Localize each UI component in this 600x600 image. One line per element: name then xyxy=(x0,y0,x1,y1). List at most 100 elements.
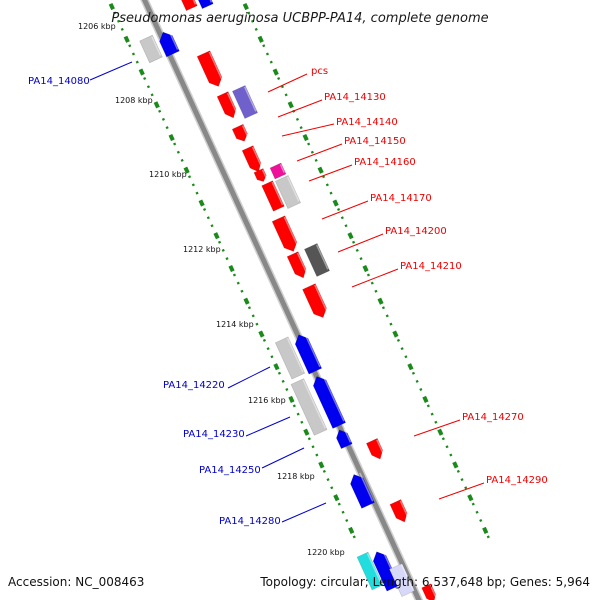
gene-shape xyxy=(274,175,302,209)
tick-mark-major xyxy=(228,264,235,273)
tick-mark-minor xyxy=(486,535,490,539)
gene-feature-reverse xyxy=(312,374,346,429)
tick-mark-minor xyxy=(240,289,244,293)
callout-line xyxy=(308,164,353,182)
gene-feature xyxy=(274,336,306,380)
gene-feature xyxy=(261,180,285,212)
tick-mark-minor xyxy=(326,478,330,482)
tick-mark-major xyxy=(303,428,310,436)
tick-mark-minor xyxy=(165,126,169,130)
tick-mark-major xyxy=(258,330,265,338)
gene-highlight xyxy=(400,564,414,590)
gene-feature-forward xyxy=(389,499,409,523)
tick-mark-major xyxy=(153,101,160,109)
gene-label-pa14-14280: PA14_14280 xyxy=(219,516,281,527)
tick-mark-minor xyxy=(247,11,251,15)
tick-mark-major xyxy=(332,199,339,207)
tick-mark-major xyxy=(168,133,175,142)
gene-highlight xyxy=(303,332,321,368)
gene-highlight xyxy=(321,374,345,422)
tick-mark-minor xyxy=(113,11,117,15)
tick-mark-minor xyxy=(210,224,214,228)
tick-mark-minor xyxy=(370,281,374,285)
tick-mark-major xyxy=(287,101,294,109)
tick-mark-minor xyxy=(330,486,334,490)
tick-label: 1216 kbp xyxy=(248,396,286,405)
gene-highlight xyxy=(251,146,263,169)
tick-mark-minor xyxy=(441,437,445,441)
gene-highlight xyxy=(261,169,267,179)
tick-mark-minor xyxy=(191,183,195,187)
tick-mark-minor xyxy=(355,248,359,252)
tick-mark-minor xyxy=(351,240,356,244)
gene-highlight xyxy=(283,216,299,248)
gene-label-pa14-14290: PA14_14290 xyxy=(486,475,548,486)
tick-mark-minor xyxy=(206,216,210,220)
tick-mark-minor xyxy=(295,117,299,121)
gene-highlight xyxy=(226,92,238,115)
gene-feature-forward xyxy=(271,215,299,252)
tick-mark-major xyxy=(213,232,220,240)
gene-highlight xyxy=(241,125,249,138)
tick-mark-major xyxy=(407,363,414,371)
gene-shape xyxy=(389,499,408,523)
gene-shape xyxy=(365,438,384,460)
callout-line xyxy=(277,99,323,118)
tick-mark-minor xyxy=(434,420,438,424)
tick-mark-major xyxy=(108,2,115,11)
tick-mark-minor xyxy=(449,453,453,457)
tick-mark-minor xyxy=(251,314,255,318)
tick-mark-minor xyxy=(426,404,430,408)
callout-line xyxy=(89,61,133,81)
tick-mark-minor xyxy=(262,44,266,48)
gene-shape xyxy=(336,429,353,450)
gene-highlight xyxy=(286,337,304,373)
tick-mark-major xyxy=(183,166,190,174)
tick-mark-major xyxy=(437,428,444,436)
gene-shape xyxy=(253,168,267,182)
topology-text: Topology: circular; Length: 6,537,648 bp… xyxy=(259,575,590,589)
gene-shape xyxy=(216,91,237,119)
tick-mark-minor xyxy=(352,535,356,539)
tick-label: 1210 kbp xyxy=(149,170,187,179)
tick-mark-minor xyxy=(120,27,124,31)
gene-feature-forward xyxy=(365,438,385,460)
gene-feature-forward xyxy=(286,251,308,279)
callout-line xyxy=(321,200,369,220)
tick-mark-minor xyxy=(430,412,434,416)
tick-mark-minor xyxy=(225,257,229,261)
gene-highlight xyxy=(296,252,308,275)
tick-mark-minor xyxy=(310,150,314,154)
tick-mark-minor xyxy=(296,412,300,416)
gene-feature-forward xyxy=(302,283,329,318)
gene-shape xyxy=(372,551,401,592)
gene-shape xyxy=(302,283,327,318)
gene-feature-reverse xyxy=(350,472,375,509)
tick-mark-minor xyxy=(460,478,464,482)
tick-mark-major xyxy=(333,494,340,502)
tick-mark-minor xyxy=(396,338,400,342)
tick-mark-minor xyxy=(456,469,460,473)
gene-label-pcs: pcs xyxy=(311,66,328,77)
gene-feature-forward xyxy=(231,123,249,142)
gene-label-pa14-14270: PA14_14270 xyxy=(462,412,524,423)
gene-label-pa14-14250: PA14_14250 xyxy=(199,465,261,476)
gene-label-pa14-14200: PA14_14200 xyxy=(385,226,447,237)
tick-mark-major xyxy=(243,297,250,305)
callout-line xyxy=(261,447,305,469)
tick-mark-minor xyxy=(232,273,236,277)
gene-shape xyxy=(271,215,298,252)
tick-mark-minor xyxy=(341,510,345,514)
tick-mark-minor xyxy=(217,240,222,244)
tick-mark-minor xyxy=(315,453,319,457)
tick-mark-minor xyxy=(128,44,132,48)
gene-shape xyxy=(197,0,214,10)
gene-shape xyxy=(261,180,285,212)
gene-feature-reverse xyxy=(159,30,180,58)
tick-mark-major xyxy=(273,363,280,371)
gene-highlight xyxy=(151,36,162,56)
tick-mark-minor xyxy=(314,158,318,162)
tick-mark-minor xyxy=(270,355,274,359)
tick-mark-minor xyxy=(266,347,270,351)
tick-mark-minor xyxy=(250,19,255,23)
